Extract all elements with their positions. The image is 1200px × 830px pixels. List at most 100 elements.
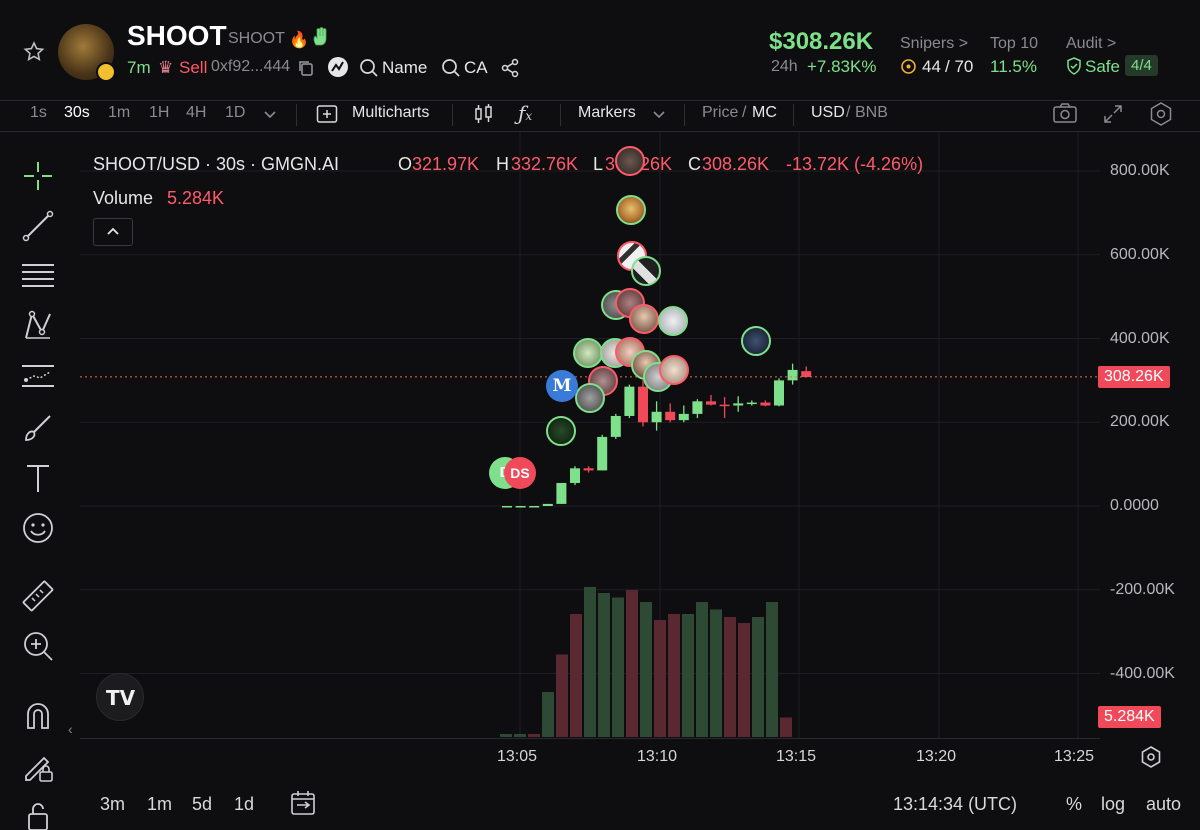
price-chart[interactable] [80, 132, 1100, 740]
indicators-fx-icon[interactable]: ƒx [518, 101, 533, 125]
search-name-icon[interactable] [359, 58, 379, 78]
zoom-in-icon[interactable] [20, 628, 56, 664]
candle-body [801, 371, 812, 378]
low-label: L [593, 154, 604, 174]
volume-bar [780, 717, 792, 737]
utc-clock[interactable]: 13:14:34 (UTC) [893, 794, 1018, 814]
trend-line-icon[interactable] [20, 208, 56, 244]
candle-body [529, 506, 540, 508]
trader-marker[interactable] [573, 338, 603, 368]
x-tick: 13:25 [1054, 748, 1095, 765]
candles-icon[interactable] [473, 103, 495, 125]
favorite-star-icon[interactable] [22, 40, 46, 64]
snipers-link[interactable]: Snipers > [900, 35, 969, 52]
collapse-toolbar-chevron-icon[interactable]: ‹ [68, 721, 73, 737]
usd-toggle[interactable]: USD [811, 104, 845, 121]
volume-bar [528, 734, 540, 737]
trader-marker[interactable] [575, 383, 605, 413]
date-range-icon[interactable] [289, 789, 317, 817]
range-5d[interactable]: 5d [192, 794, 213, 814]
chevron-down-icon[interactable] [262, 107, 278, 121]
interval-1d[interactable]: 1D [225, 104, 246, 121]
open-label: O [398, 154, 413, 174]
top10-value: 11.5% [990, 57, 1037, 76]
volume-bar [500, 734, 512, 737]
pattern-icon[interactable] [20, 308, 56, 344]
chevron-down-icon[interactable] [651, 107, 667, 121]
volume-value: 5.284K [167, 188, 225, 208]
add-chart-icon[interactable] [316, 104, 338, 124]
trader-marker[interactable] [546, 416, 576, 446]
fib-lines-icon[interactable] [20, 258, 56, 294]
axis-settings-icon[interactable] [1139, 745, 1163, 769]
interval-4h[interactable]: 4H [186, 104, 207, 121]
trader-marker[interactable] [659, 355, 689, 385]
ruler-icon[interactable] [20, 578, 56, 614]
volume-bar [752, 617, 764, 737]
camera-icon[interactable] [1052, 102, 1078, 124]
lock-icon[interactable] [20, 800, 56, 830]
verified-badge-icon [96, 62, 116, 82]
prediction-icon[interactable] [20, 358, 56, 394]
trader-marker[interactable] [615, 146, 645, 176]
volume-bar [640, 602, 652, 737]
trader-marker[interactable] [631, 256, 661, 286]
x-axis-line [80, 738, 1100, 739]
change-value: +7.83K% [807, 57, 877, 76]
crosshair-icon[interactable] [20, 158, 56, 194]
x-tick: 13:05 [497, 748, 538, 765]
trader-marker[interactable] [658, 306, 688, 336]
copy-icon[interactable] [297, 59, 315, 77]
volume-label: Volume [93, 188, 154, 208]
mc-toggle[interactable]: MC [752, 104, 777, 121]
multicharts-button[interactable]: Multicharts [352, 104, 430, 121]
marker-m[interactable]: M [546, 370, 578, 402]
high-value: 332.76K [511, 154, 579, 174]
range-1d[interactable]: 1d [234, 794, 255, 814]
trader-marker[interactable] [629, 304, 659, 334]
price-mc-separator: / [742, 104, 747, 121]
magnet-icon[interactable] [20, 698, 56, 734]
snipers-value: 44 [922, 57, 941, 76]
chart-logo-icon[interactable] [327, 56, 349, 78]
volume-bar [570, 614, 582, 737]
search-name-link[interactable]: Name [382, 58, 428, 77]
percent-toggle[interactable]: % [1066, 794, 1083, 814]
candle-body [746, 402, 757, 405]
interval-30s[interactable]: 30s [64, 104, 90, 121]
text-tool-icon[interactable] [20, 460, 56, 496]
change-period-label: 24h [771, 58, 798, 75]
log-toggle[interactable]: log [1101, 794, 1126, 814]
audit-link[interactable]: Audit > [1066, 35, 1117, 52]
fullscreen-icon[interactable] [1102, 103, 1124, 125]
price-toggle[interactable]: Price [702, 104, 739, 121]
interval-1h[interactable]: 1H [149, 104, 170, 121]
tradingview-logo[interactable]: 𝗧𝗩 [96, 673, 144, 721]
brush-icon[interactable] [20, 410, 56, 446]
marker-ds[interactable]: DS [504, 457, 536, 489]
bnb-toggle[interactable]: BNB [855, 104, 888, 121]
collapse-legend-button[interactable] [93, 218, 133, 246]
last-price-tag: 308.26K [1098, 366, 1170, 388]
interval-1s[interactable]: 1s [30, 104, 47, 121]
y-tick: 800.00K [1110, 162, 1170, 179]
volume-bar [556, 654, 568, 737]
settings-icon[interactable] [1148, 101, 1174, 127]
emoji-icon[interactable] [20, 510, 56, 546]
search-ca-link[interactable]: CA [464, 58, 488, 77]
audit-score-badge: 4/4 [1125, 55, 1158, 76]
range-1m[interactable]: 1m [147, 794, 173, 814]
auto-toggle[interactable]: auto [1146, 794, 1182, 814]
trader-marker[interactable] [741, 326, 771, 356]
markers-dropdown[interactable]: Markers [578, 104, 636, 121]
snipers-total: / 70 [945, 57, 974, 76]
trader-marker[interactable] [616, 195, 646, 225]
search-ca-icon[interactable] [441, 58, 461, 78]
share-icon[interactable] [500, 58, 520, 78]
lock-drawing-icon[interactable] [20, 748, 56, 784]
candle-body [774, 380, 784, 406]
interval-1m[interactable]: 1m [108, 104, 131, 121]
candle-body [624, 386, 635, 416]
range-3m[interactable]: 3m [100, 794, 126, 814]
volume-bar [584, 587, 596, 737]
